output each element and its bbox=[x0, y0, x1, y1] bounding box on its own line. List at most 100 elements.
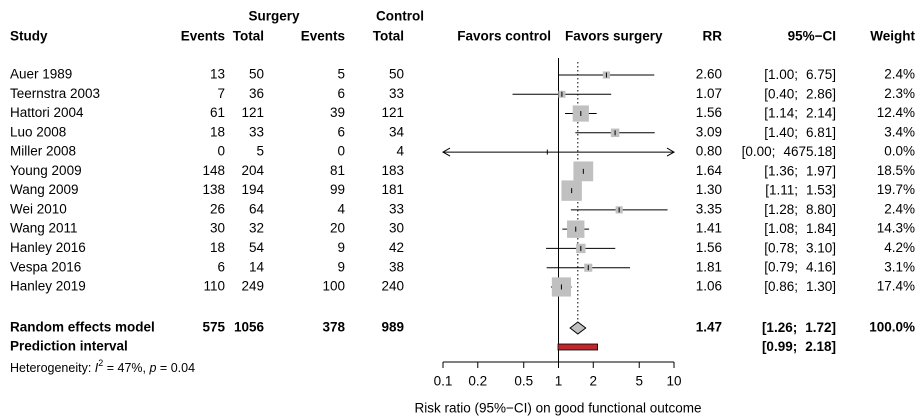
ci-lower: [0.78; bbox=[764, 240, 798, 255]
cell-total1: 204 bbox=[241, 163, 264, 178]
cell-total1: 32 bbox=[249, 221, 264, 236]
rr-label: 3.35 bbox=[696, 201, 722, 216]
cell-events2: 100 bbox=[322, 279, 345, 294]
ci-lower: [1.28; bbox=[764, 201, 798, 216]
rr-label: 1.47 bbox=[696, 320, 722, 335]
cell-events2: 0 bbox=[337, 144, 345, 159]
cell-total2: 50 bbox=[389, 67, 404, 82]
cell-events2: 5 bbox=[337, 67, 345, 82]
study-name: Miller 2008 bbox=[10, 144, 76, 159]
ci-upper: 8.80] bbox=[806, 201, 836, 216]
cell-total1: 194 bbox=[241, 182, 264, 197]
study-name: Random effects model bbox=[10, 320, 155, 335]
study-name: Prediction interval bbox=[10, 339, 128, 354]
ci-lower: [1.11; bbox=[765, 182, 798, 197]
rr-label: 1.30 bbox=[696, 182, 722, 197]
column-header: Events bbox=[301, 29, 345, 44]
cell-events1: 7 bbox=[217, 86, 225, 101]
ci-lower: [1.26; bbox=[762, 320, 797, 335]
rr-label: 1.07 bbox=[696, 86, 722, 101]
ci-upper: 2.86] bbox=[806, 86, 836, 101]
cell-total1: 1056 bbox=[234, 320, 265, 335]
ci-upper: 2.18] bbox=[805, 339, 836, 354]
ci-lower: [1.00; bbox=[764, 67, 798, 82]
ci-upper: 1.30] bbox=[806, 279, 836, 294]
weight-label: 17.4% bbox=[877, 279, 915, 294]
cell-events2: 378 bbox=[322, 320, 345, 335]
cell-events1: 0 bbox=[217, 144, 225, 159]
column-header: Study bbox=[10, 29, 48, 44]
column-header: Total bbox=[373, 29, 404, 44]
x-tick-label: 5 bbox=[635, 374, 643, 389]
cell-events2: 9 bbox=[337, 259, 345, 274]
cell-events1: 30 bbox=[210, 221, 225, 236]
x-tick-label: 0.5 bbox=[514, 374, 533, 389]
cell-total2: 121 bbox=[381, 105, 404, 120]
column-header: Events bbox=[181, 29, 225, 44]
column-header: RR bbox=[703, 29, 723, 44]
cell-events1: 18 bbox=[210, 124, 225, 139]
ci-lower: [1.08; bbox=[764, 221, 798, 236]
ci-label: [0.00; 4675.18] bbox=[742, 144, 836, 159]
column-header: Favors surgery bbox=[565, 29, 663, 44]
study-name: Wang 2011 bbox=[10, 221, 78, 236]
ci-lower: [0.79; bbox=[764, 259, 798, 274]
cell-events2: 20 bbox=[330, 221, 345, 236]
study-name: Hattori 2004 bbox=[10, 105, 84, 120]
column-header: Favors control bbox=[457, 29, 551, 44]
ci-lower: [0.86; bbox=[764, 279, 798, 294]
study-name: Luo 2008 bbox=[10, 124, 66, 139]
study-name: Teernstra 2003 bbox=[10, 86, 100, 101]
weight-label: 3.4% bbox=[884, 124, 915, 139]
cell-total1: 54 bbox=[249, 240, 265, 255]
cell-total1: 50 bbox=[249, 67, 264, 82]
x-tick-label: 2 bbox=[590, 374, 598, 389]
cell-total2: 38 bbox=[389, 259, 404, 274]
cell-total1: 249 bbox=[241, 279, 264, 294]
ci-lower: [0.40; bbox=[764, 86, 798, 101]
cell-total1: 14 bbox=[249, 259, 265, 274]
column-header: Weight bbox=[870, 29, 915, 44]
ci-lower: [0.99; bbox=[762, 339, 797, 354]
cell-total2: 30 bbox=[389, 221, 404, 236]
cell-events1: 6 bbox=[217, 259, 225, 274]
cell-events1: 13 bbox=[210, 67, 225, 82]
heterogeneity: Heterogeneity: I2 = 47%, p = 0.04 bbox=[10, 358, 195, 375]
ci-label: [1.08; 1.84] bbox=[764, 221, 836, 236]
study-name: Hanley 2016 bbox=[10, 240, 86, 255]
rr-label: 1.56 bbox=[696, 105, 722, 120]
rr-label: 0.80 bbox=[696, 144, 722, 159]
rr-label: 1.81 bbox=[696, 259, 722, 274]
rr-label: 1.41 bbox=[696, 221, 722, 236]
weight-label: 4.2% bbox=[884, 240, 915, 255]
study-name: Auer 1989 bbox=[10, 67, 72, 82]
weight-label: 19.7% bbox=[877, 182, 915, 197]
ci-lower: [1.40; bbox=[764, 124, 798, 139]
ci-label: [1.28; 8.80] bbox=[764, 201, 836, 216]
weight-label: 0.0% bbox=[884, 144, 915, 159]
cell-total1: 33 bbox=[249, 124, 264, 139]
ci-upper: 6.81] bbox=[806, 124, 836, 139]
column-header: Total bbox=[233, 29, 264, 44]
prediction-interval bbox=[557, 343, 598, 351]
cell-total1: 5 bbox=[256, 144, 264, 159]
group-header: Control bbox=[376, 9, 424, 24]
ci-upper: 1.72] bbox=[805, 320, 836, 335]
ci-lower: [1.36; bbox=[764, 163, 798, 178]
cell-total2: 240 bbox=[381, 279, 404, 294]
ci-upper: 1.97] bbox=[806, 163, 836, 178]
summary-diamond bbox=[569, 321, 587, 335]
cell-total2: 181 bbox=[381, 182, 404, 197]
cell-events1: 575 bbox=[202, 320, 225, 335]
ci-label: [0.40; 2.86] bbox=[764, 86, 836, 101]
study-name: Wei 2010 bbox=[10, 201, 67, 216]
group-header: Surgery bbox=[248, 9, 300, 24]
rr-label: 2.60 bbox=[696, 67, 722, 82]
weight-label: 100.0% bbox=[869, 320, 915, 335]
ci-label: [1.00; 6.75] bbox=[764, 67, 836, 82]
ci-upper: 6.75] bbox=[806, 67, 836, 82]
cell-total2: 4 bbox=[396, 144, 404, 159]
cell-events2: 9 bbox=[337, 240, 345, 255]
ci-upper: 4675.18] bbox=[783, 144, 836, 159]
ci-upper: 3.10] bbox=[806, 240, 836, 255]
